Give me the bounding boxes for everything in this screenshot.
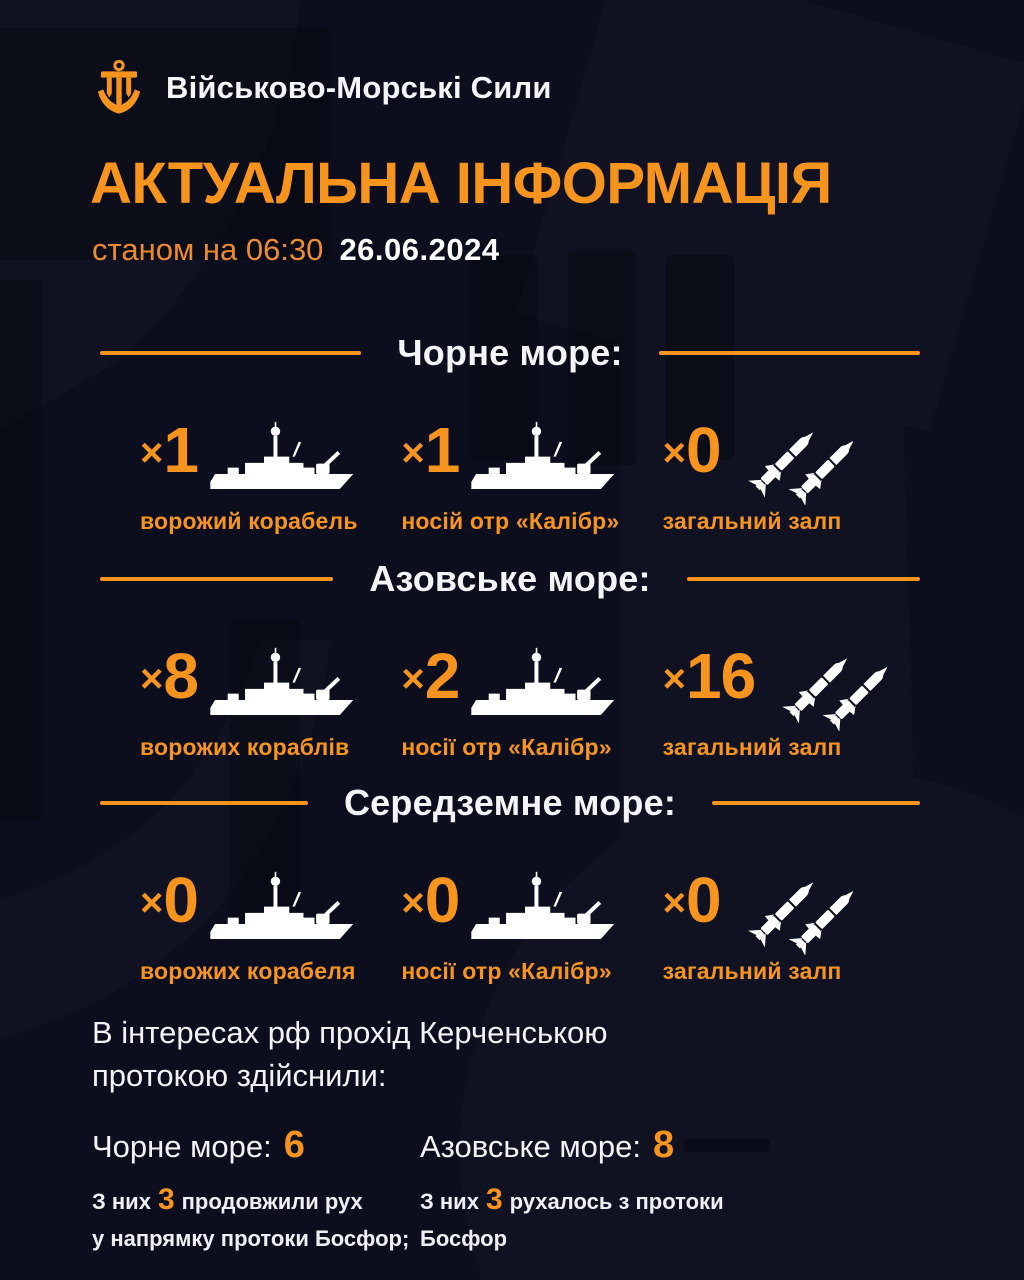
section-title: Середземне море: — [343, 782, 677, 823]
divider-line — [686, 577, 920, 581]
kerch-detail-number: 3 — [157, 1182, 175, 1216]
section-header: Чорне море: — [100, 332, 921, 374]
stat-count: × 16 — [662, 640, 757, 712]
faint-artifact — [684, 1138, 771, 1152]
kerch-stat-black-sea: Чорне море: 6 З них 3 продовжили рух у нап… — [92, 1124, 420, 1255]
kerch-stats-grid: Чорне море: 6 З них 3 продовжили рух у нап… — [92, 1124, 944, 1255]
warship-icon — [471, 871, 615, 939]
stat-count: × 1 — [401, 414, 461, 486]
org-name: Військово-Морські Сили — [166, 70, 552, 105]
kerch-detail-number: 3 — [485, 1182, 503, 1216]
stat-label: ворожий корабель — [140, 508, 358, 534]
divider-line — [658, 351, 921, 355]
stat-enemy-ships: × 1 ворожий корабель — [140, 400, 401, 535]
stat-enemy-ships: × 0 ворожих корабеля — [140, 850, 401, 985]
warship-icon — [210, 647, 354, 715]
stats-row: × 0 ворожих корабеля — [140, 850, 924, 985]
kerch-stat-azov-sea: Азовське море: 8 З них 3 рухалось з проток… — [420, 1124, 944, 1255]
stat-count: × 8 — [140, 640, 199, 712]
stat-label: носії отр «Калібр» — [401, 734, 612, 760]
stat-count: × 2 — [401, 640, 461, 712]
count-value: 16 — [686, 640, 756, 712]
section-title: Азовське море: — [369, 558, 651, 599]
multiplier-sign: × — [140, 657, 164, 701]
warship-icon — [471, 421, 615, 489]
kerch-heading: В інтересах рф прохід Керченською проток… — [92, 1015, 608, 1093]
stats-row: × 8 ворожих кораблів — [140, 626, 924, 761]
missiles-icon — [747, 882, 853, 955]
warship-icon — [471, 647, 615, 715]
kerch-detail-prefix: З них — [92, 1188, 151, 1214]
navy-anchor-trident-icon — [97, 59, 141, 114]
kerch-detail: З них 3 продовжили рух у напрямку протоки … — [92, 1177, 420, 1255]
status-as-of: станом на 06:30 — [92, 232, 324, 267]
stat-enemy-ships: × 8 ворожих кораблів — [140, 626, 401, 761]
section-header: Азовське море: — [100, 558, 920, 600]
kerch-detail: З них 3 рухалось з протоки Босфор — [420, 1177, 750, 1255]
kerch-detail-prefix: З них — [420, 1188, 479, 1214]
kerch-detail-rest: рухалось з протоки Босфор — [420, 1188, 724, 1251]
count-value: 2 — [424, 640, 461, 712]
stat-count: × 1 — [140, 414, 199, 486]
missiles-icon — [747, 432, 853, 505]
divider-line — [712, 801, 921, 805]
kerch-detail-rest: продовжили рух у напрямку протоки Босфор… — [92, 1188, 410, 1251]
multiplier-sign: × — [140, 881, 164, 925]
warship-icon — [210, 871, 354, 939]
stat-label: загальний залп — [662, 734, 842, 760]
divider-line — [100, 801, 308, 805]
section-header: Середземне море: — [100, 782, 921, 824]
status-line: станом на 06:30 26.06.2024 — [92, 232, 500, 268]
count-value: 8 — [163, 640, 199, 712]
count-value: 0 — [686, 414, 722, 486]
divider-line — [100, 577, 334, 581]
stat-count: × 0 — [140, 864, 199, 936]
count-value: 0 — [163, 864, 199, 936]
header-brand: Військово-Морські Сили — [92, 58, 552, 118]
stat-label: носії отр «Калібр» — [401, 958, 612, 984]
stat-count: × 0 — [401, 864, 461, 936]
page-title: АКТУАЛЬНА ІНФОРМАЦІЯ — [90, 151, 832, 216]
multiplier-sign: × — [401, 881, 425, 925]
stat-label: загальний залп — [662, 958, 842, 984]
stat-label: загальний залп — [662, 508, 842, 534]
count-value: 0 — [424, 864, 461, 936]
stat-count: × 0 — [662, 414, 722, 486]
stat-kalibr-carriers: × 0 носії отр «Калібр» — [401, 850, 662, 985]
missiles-icon — [782, 658, 888, 731]
kerch-sea-name: Чорне море: — [92, 1128, 272, 1164]
stats-row: × 1 ворожий корабель — [140, 400, 924, 535]
kerch-total: 6 — [283, 1123, 305, 1166]
multiplier-sign: × — [662, 431, 687, 475]
kerch-sea-name: Азовське море: — [420, 1128, 641, 1164]
kerch-strait-block: В інтересах рф прохід Керченською проток… — [92, 1012, 944, 1255]
stat-label: ворожих корабеля — [140, 958, 356, 984]
section-black-sea: Чорне море: × 1 — [0, 332, 1024, 535]
section-title: Чорне море: — [397, 332, 623, 373]
count-value: 0 — [686, 864, 722, 936]
stat-label: ворожих кораблів — [140, 734, 350, 760]
stat-label: носій отр «Калібр» — [401, 508, 620, 534]
multiplier-sign: × — [401, 431, 425, 475]
section-azov-sea: Азовське море: × 8 — [0, 558, 1024, 761]
stat-kalibr-carriers: × 2 носії отр «Калібр» — [401, 626, 662, 761]
multiplier-sign: × — [401, 657, 425, 701]
multiplier-sign: × — [662, 657, 687, 701]
section-mediterranean-sea: Середземне море: × 0 — [0, 782, 1024, 985]
stat-kalibr-carriers: × 1 носій отр «Калібр» — [401, 400, 662, 535]
stat-total-salvo: × 0 — [663, 400, 924, 535]
multiplier-sign: × — [662, 881, 687, 925]
stat-count: × 0 — [662, 864, 722, 936]
count-value: 1 — [424, 414, 461, 486]
warship-icon — [210, 421, 354, 489]
stat-total-salvo: × 0 — [663, 850, 924, 985]
divider-line — [100, 351, 362, 355]
status-date: 26.06.2024 — [339, 232, 500, 267]
kerch-total: 8 — [652, 1123, 675, 1166]
multiplier-sign: × — [140, 431, 164, 475]
count-value: 1 — [163, 414, 199, 486]
stat-total-salvo: × 16 — [663, 626, 924, 761]
